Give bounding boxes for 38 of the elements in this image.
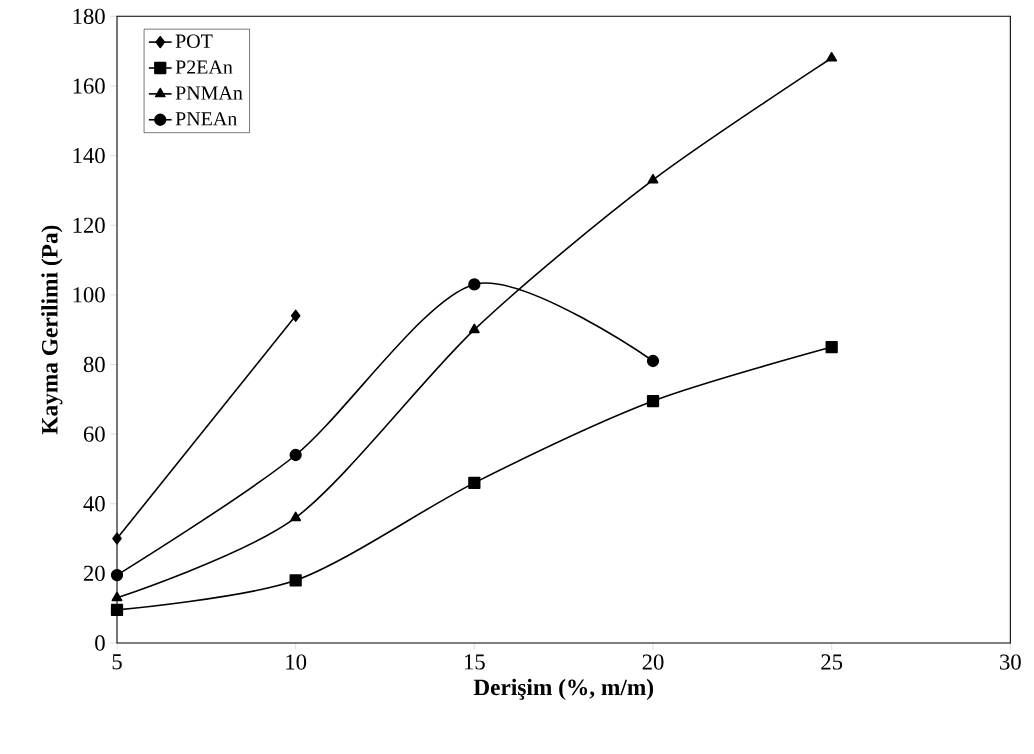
x-tick-label: 15 [464,654,485,670]
point [825,340,838,354]
point [826,51,838,62]
x-tick-label: 20 [642,654,664,670]
x-tick-label: 30 [1000,654,1021,670]
y-tick-label: 100 [73,287,105,303]
point [647,173,659,184]
y-tick-label: 20 [83,565,105,582]
point [289,574,302,587]
legend-label: PNEAn [175,112,238,126]
y-tick-label: 40 [83,496,105,512]
point [111,591,123,602]
point [290,511,302,522]
x-axis-title: Derişim (%, m/m) [473,678,654,700]
point [468,278,481,291]
point [468,476,481,489]
point [110,568,124,582]
y-tick-label: 120 [73,217,105,233]
point [110,603,124,617]
y-tick-label: 80 [83,356,105,373]
x-tick-label: 5 [112,654,122,670]
x-tick-label: 10 [286,654,307,670]
point [646,394,660,408]
y-tick-label: 0 [95,635,105,651]
y-tick-label: 140 [73,147,105,164]
y-tick-label: 180 [73,8,105,24]
y-tick-label: 60 [83,426,105,442]
x-tick-label: 25 [821,654,843,670]
y-tick-label: 160 [73,78,105,94]
point [289,448,302,462]
point [468,323,480,334]
y-axis-title: Kayma Gerilimi (Pa) [41,225,63,435]
legend-label: POT [175,34,213,48]
legend-label: P2EAn [175,60,233,74]
point [112,532,122,545]
point [290,309,301,322]
point [646,354,660,368]
legend-label: PNMAn [175,86,243,100]
